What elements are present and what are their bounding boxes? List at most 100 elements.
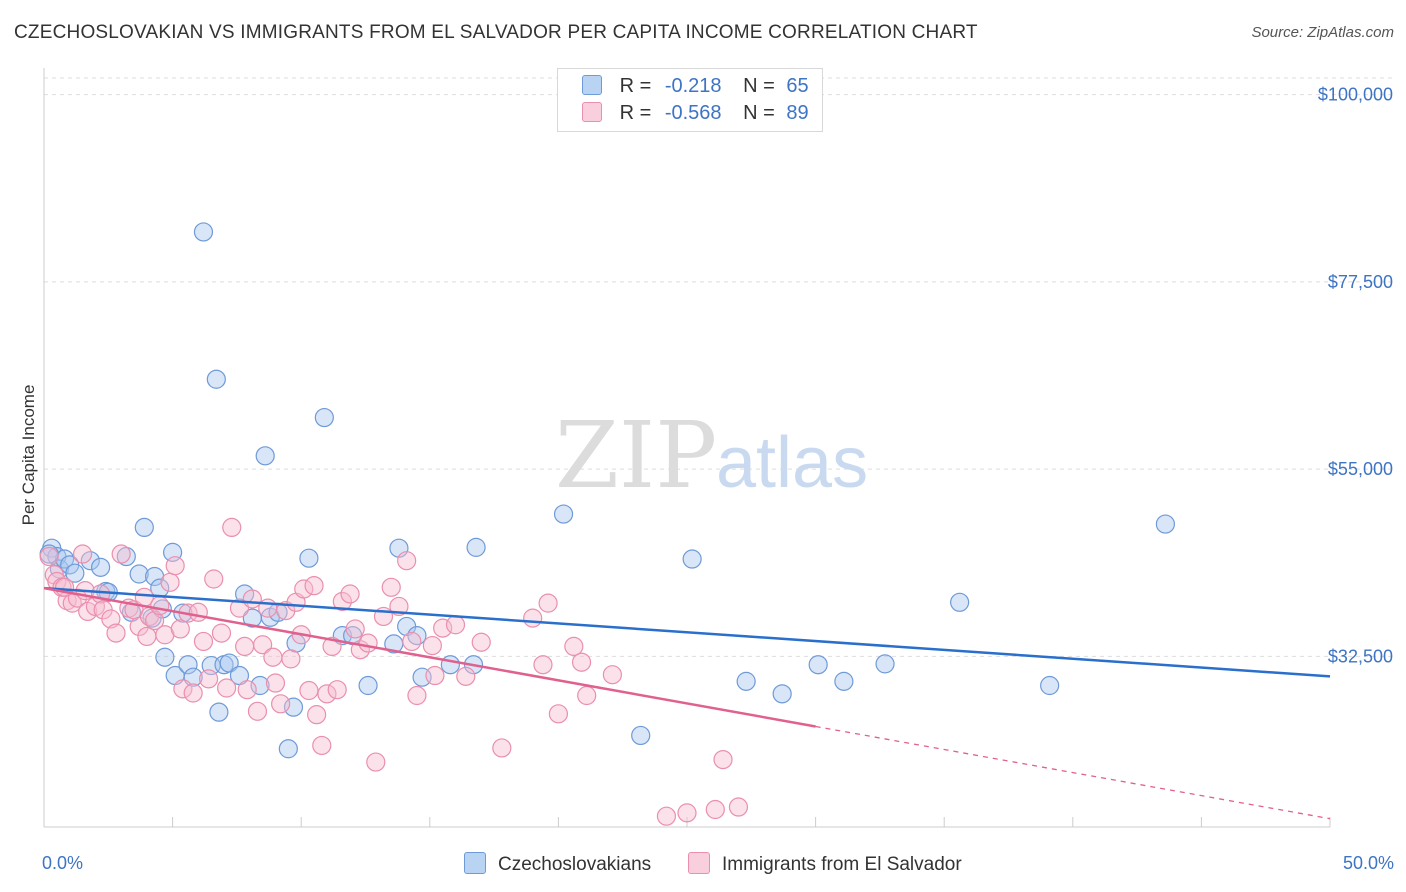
legend-swatch-pink bbox=[582, 102, 602, 122]
data-point-el-salvador bbox=[294, 579, 314, 599]
data-point-czechoslovakians bbox=[950, 592, 970, 612]
data-point-el-salvador bbox=[523, 608, 543, 628]
data-point-el-salvador bbox=[101, 609, 121, 629]
data-point-el-salvador bbox=[72, 544, 93, 564]
bottom-legend-swatch-pink bbox=[688, 852, 710, 874]
data-point-el-salvador bbox=[211, 623, 232, 643]
legend-n-value: 65 bbox=[786, 75, 809, 97]
data-point-el-salvador bbox=[705, 799, 725, 820]
data-point-el-salvador bbox=[217, 678, 237, 698]
data-point-el-salvador bbox=[265, 673, 286, 693]
trend-line-czechoslovakians bbox=[43, 586, 1331, 678]
data-point-czechoslovakians bbox=[129, 564, 149, 584]
data-point-el-salvador bbox=[332, 591, 352, 612]
data-point-czechoslovakians bbox=[314, 407, 334, 428]
gridlines bbox=[44, 77, 1394, 657]
data-point-el-salvador bbox=[407, 685, 427, 706]
legend-n-label: N = bbox=[743, 75, 775, 97]
data-point-el-salvador bbox=[548, 704, 569, 724]
data-point-czechoslovakians bbox=[219, 653, 239, 673]
y-tick-label: $55,000 bbox=[1328, 459, 1393, 479]
y-tick-label: $32,500 bbox=[1328, 646, 1393, 666]
data-point-el-salvador bbox=[263, 647, 283, 667]
data-point-el-salvador bbox=[345, 619, 365, 639]
data-point-el-salvador bbox=[173, 679, 193, 699]
data-point-czechoslovakians bbox=[553, 504, 574, 524]
data-point-el-salvador bbox=[170, 619, 190, 639]
data-point-czechoslovakians bbox=[299, 548, 319, 568]
data-point-el-salvador bbox=[602, 665, 623, 685]
data-point-czechoslovakians bbox=[631, 725, 651, 746]
source-label: Source: ZipAtlas.com bbox=[1251, 24, 1394, 41]
data-point-el-salvador bbox=[713, 749, 733, 770]
data-point-czechoslovakians bbox=[834, 671, 854, 691]
data-point-el-salvador bbox=[237, 680, 257, 700]
data-point-el-salvador bbox=[106, 623, 126, 643]
data-point-el-salvador bbox=[397, 551, 417, 571]
data-point-czechoslovakians bbox=[278, 739, 298, 759]
data-point-el-salvador bbox=[425, 665, 445, 686]
data-point-el-salvador bbox=[422, 635, 442, 656]
legend-r-label: R = bbox=[619, 75, 652, 97]
data-point-czechoslovakians bbox=[250, 675, 270, 696]
data-point-el-salvador bbox=[299, 680, 319, 701]
data-point-czechoslovakians bbox=[80, 551, 100, 571]
data-point-czechoslovakians bbox=[466, 537, 486, 557]
data-point-el-salvador bbox=[39, 546, 59, 567]
series-el-salvador bbox=[39, 517, 749, 826]
legend-r-label: R = bbox=[619, 102, 652, 124]
legend-row-el-salvador: R = -0.568 N = 89 bbox=[582, 102, 809, 130]
data-point-czechoslovakians bbox=[65, 563, 85, 583]
data-point-el-salvador bbox=[281, 649, 301, 669]
data-point-el-salvador bbox=[322, 636, 342, 657]
data-point-el-salvador bbox=[564, 636, 584, 657]
legend-r-value: -0.218 bbox=[664, 75, 722, 97]
y-tick-label: $77,500 bbox=[1328, 272, 1393, 292]
data-point-czechoslovakians bbox=[54, 549, 75, 569]
bottom-legend-czechoslovakians: Czechoslovakians bbox=[464, 852, 651, 876]
legend-swatch-blue bbox=[582, 75, 602, 95]
data-point-czechoslovakians bbox=[808, 655, 828, 675]
data-point-el-salvador bbox=[340, 584, 360, 604]
legend-r-value: -0.568 bbox=[664, 102, 722, 124]
data-point-czechoslovakians bbox=[134, 517, 154, 538]
data-point-czechoslovakians bbox=[736, 671, 756, 691]
data-point-czechoslovakians bbox=[116, 546, 136, 567]
data-point-czechoslovakians bbox=[875, 654, 895, 674]
data-point-czechoslovakians bbox=[90, 557, 111, 577]
data-point-czechoslovakians bbox=[772, 684, 792, 704]
data-point-el-salvador bbox=[188, 602, 208, 622]
data-point-el-salvador bbox=[577, 685, 597, 706]
bottom-legend-label: Czechoslovakians bbox=[498, 854, 652, 875]
data-point-el-salvador bbox=[358, 633, 378, 653]
trend-line-el-salvador bbox=[43, 586, 816, 728]
data-point-el-salvador bbox=[307, 705, 327, 725]
bottom-legend-swatch-blue bbox=[464, 852, 486, 874]
data-point-el-salvador bbox=[571, 652, 592, 672]
trend-line-el-salvador-extrapolated bbox=[815, 725, 1331, 820]
data-point-czechoslovakians bbox=[1155, 514, 1175, 534]
bottom-legend-el-salvador: Immigrants from El Salvador bbox=[688, 852, 962, 876]
data-point-el-salvador bbox=[137, 626, 157, 647]
chart-title: CZECHOSLOVAKIAN VS IMMIGRANTS FROM EL SA… bbox=[14, 22, 978, 43]
data-point-el-salvador bbox=[165, 556, 185, 576]
data-point-el-salvador bbox=[677, 803, 697, 823]
data-point-el-salvador bbox=[656, 806, 677, 826]
y-axis-title: Per Capita Income bbox=[19, 385, 38, 526]
data-point-el-salvador bbox=[327, 680, 347, 700]
data-point-el-salvador bbox=[381, 577, 401, 597]
data-point-el-salvador bbox=[150, 596, 170, 616]
data-point-czechoslovakians bbox=[682, 549, 702, 569]
data-point-czechoslovakians bbox=[255, 446, 275, 466]
data-point-el-salvador bbox=[199, 669, 219, 689]
y-tick-label: $100,000 bbox=[1318, 85, 1393, 105]
data-point-el-salvador bbox=[111, 544, 131, 564]
axes bbox=[43, 68, 1331, 828]
data-point-el-salvador bbox=[366, 752, 386, 772]
data-point-el-salvador bbox=[533, 655, 553, 675]
data-point-el-salvador bbox=[492, 738, 512, 758]
data-point-czechoslovakians bbox=[358, 675, 378, 696]
data-point-el-salvador bbox=[253, 635, 273, 655]
data-point-el-salvador bbox=[402, 631, 422, 652]
data-point-el-salvador bbox=[183, 683, 203, 703]
